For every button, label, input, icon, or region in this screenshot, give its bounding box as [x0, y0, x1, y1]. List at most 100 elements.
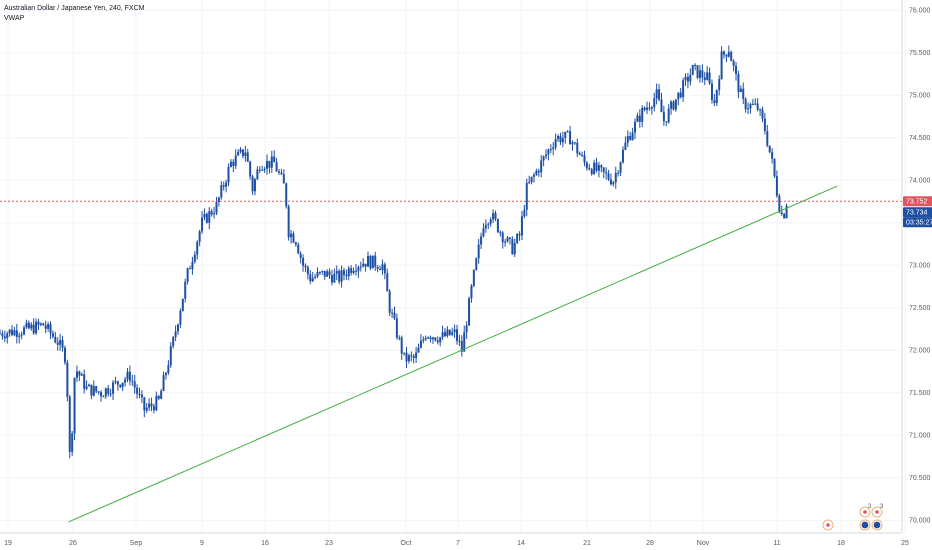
candle-body	[607, 173, 610, 180]
time-axis[interactable]: 19 26 Sep 9 16 23 Oct 7 14 21 28 Nov 11 18 25	[0, 532, 909, 547]
candle-body	[208, 211, 211, 223]
candle-body	[410, 355, 413, 357]
candle-body	[234, 155, 237, 166]
candle-body	[511, 238, 514, 255]
candle-body	[773, 158, 776, 177]
symbol-title[interactable]: Australian Dollar / Japanese Yen, 240, F…	[4, 5, 145, 12]
candle-body	[20, 334, 23, 336]
candle-body	[32, 324, 35, 334]
candle-body	[561, 138, 564, 143]
candle-body	[253, 179, 256, 192]
candle-body	[691, 64, 694, 75]
candle-body	[244, 152, 247, 157]
candle-body	[6, 333, 9, 339]
candle-body	[744, 98, 747, 110]
candle-body	[737, 73, 740, 93]
candle-body	[196, 241, 199, 255]
candle-body	[126, 371, 129, 380]
candle-body	[114, 381, 117, 383]
x-tick-label: 26	[69, 540, 77, 547]
candle-body	[564, 131, 567, 139]
candle-body	[27, 322, 30, 329]
candle-body	[487, 223, 490, 225]
candle-body	[292, 233, 295, 243]
vwap-badge: 73.734	[906, 209, 928, 216]
candle-body	[530, 176, 533, 183]
candle-body	[121, 382, 124, 388]
candle-body	[229, 161, 232, 167]
candle-body	[23, 327, 26, 335]
y-tick-label: 74.000	[909, 178, 931, 185]
candle-body	[345, 274, 348, 277]
y-tick-label: 75.000	[909, 93, 931, 100]
candle-body	[465, 325, 468, 333]
candle-body	[448, 329, 451, 335]
candle-body	[44, 325, 47, 329]
candle-body	[381, 264, 384, 271]
candle-body	[636, 115, 639, 122]
candle-body	[107, 388, 110, 394]
price-axis[interactable]: 76.00075.50075.00074.50074.00073.50073.0…	[901, 0, 931, 533]
candle-body	[314, 276, 317, 278]
candle-body	[143, 397, 146, 411]
countdown-badge: 03:35:27	[906, 219, 932, 226]
trendline[interactable]	[68, 185, 838, 523]
candle-body	[184, 281, 187, 299]
candle-body	[237, 151, 240, 156]
candle-body	[0, 333, 1, 335]
candle-body	[116, 381, 119, 385]
candle-body	[482, 228, 485, 237]
indicator-label[interactable]: VWAP	[4, 15, 25, 22]
x-tick-label: 18	[837, 540, 845, 547]
candle-body	[605, 172, 608, 174]
candle-body	[456, 329, 459, 341]
candle-body	[150, 403, 153, 407]
candle-body	[749, 104, 752, 109]
candle-body	[417, 347, 420, 353]
candle-body	[472, 269, 475, 286]
candle-body	[112, 382, 115, 394]
candle-body	[766, 131, 769, 146]
candle-body	[443, 332, 446, 337]
candle-body	[350, 268, 353, 273]
x-tick-label: 25	[901, 540, 909, 547]
last-price-badge-bg	[903, 196, 932, 207]
candle-body	[145, 407, 148, 411]
candle-body	[424, 338, 427, 340]
candle-body	[66, 362, 69, 397]
candle-body	[581, 154, 584, 156]
candle-body	[785, 205, 788, 219]
candle-body	[333, 273, 336, 283]
candle-body	[379, 268, 382, 271]
candle-body	[756, 103, 759, 110]
candle-body	[540, 160, 543, 173]
x-tick-label: 11	[773, 540, 780, 547]
candle-body	[220, 185, 223, 198]
candle-body	[667, 108, 670, 123]
candle-body	[576, 142, 579, 154]
flag-event-icon-dot	[875, 510, 879, 514]
candle-body	[155, 395, 158, 411]
candle-body	[715, 89, 718, 104]
y-tick-label: 73.000	[909, 263, 931, 270]
candle-body	[326, 271, 329, 277]
candle-body	[557, 136, 560, 140]
candle-body	[35, 321, 38, 334]
candle-body	[602, 167, 605, 173]
candlestick-series	[0, 45, 788, 459]
candle-body	[63, 347, 66, 363]
candle-body	[670, 101, 673, 109]
candle-body	[532, 174, 535, 177]
candle-body	[475, 258, 478, 270]
candle-body	[68, 396, 71, 452]
y-tick-label: 71.500	[909, 390, 931, 397]
candle-body	[720, 51, 723, 80]
candle-body	[641, 107, 644, 122]
candle-body	[590, 169, 593, 174]
candle-body	[723, 51, 726, 55]
candle-body	[451, 332, 454, 335]
candle-body	[571, 142, 574, 145]
candle-body	[523, 209, 526, 217]
